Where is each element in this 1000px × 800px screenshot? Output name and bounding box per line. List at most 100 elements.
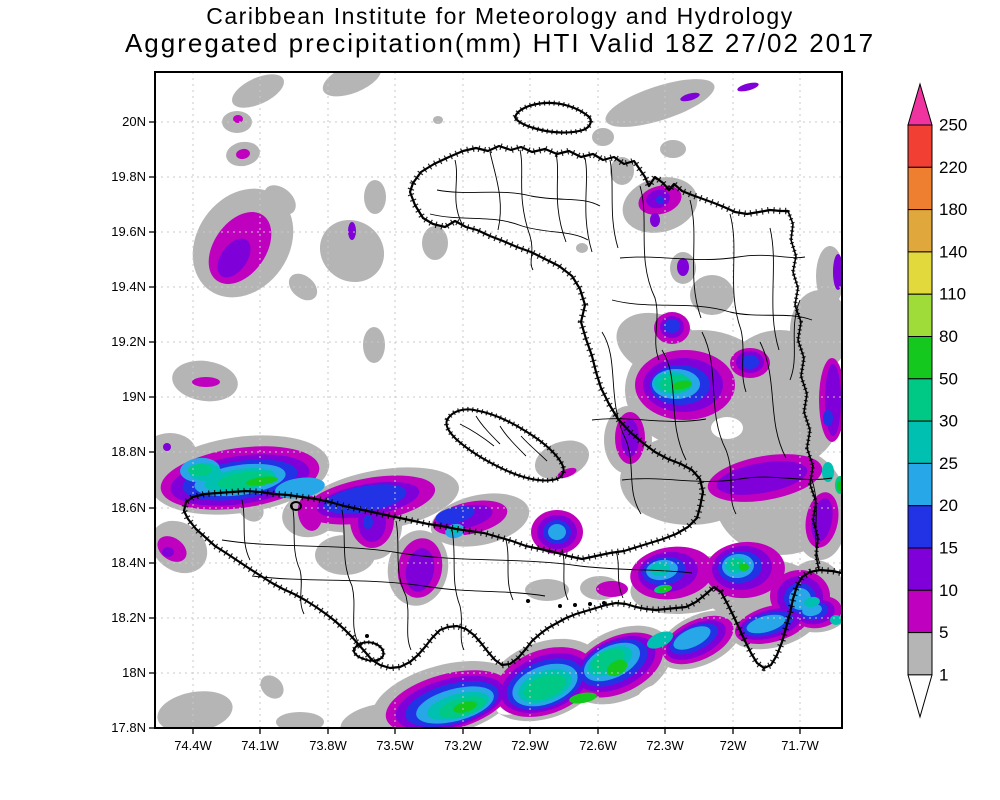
precip-blob-level-15 — [664, 319, 680, 333]
colorbar-label: 250 — [939, 116, 967, 135]
boundary-line — [519, 149, 534, 271]
colorbar-arrow-bottom — [907, 674, 933, 719]
precip-blob-level-50 — [569, 692, 597, 704]
precip-blob-level-50 — [837, 481, 842, 491]
precip-blob-level-50 — [453, 701, 477, 713]
boundary-line — [729, 213, 747, 393]
lat-label: 19.2N — [111, 334, 146, 349]
colorbar-segment — [907, 209, 933, 253]
precip-blob-level-1 — [364, 180, 386, 214]
precip-blob-level-10 — [716, 461, 808, 495]
boundary-line — [451, 529, 465, 651]
colorbar-label: 5 — [939, 623, 948, 642]
colorbar-segment — [907, 505, 933, 549]
colorbar-label: 220 — [939, 158, 967, 177]
boundary-line — [555, 153, 567, 243]
precip-blob-level-1 — [433, 116, 443, 124]
colorbar-segment — [907, 293, 933, 338]
boundary-line — [591, 418, 707, 422]
colorbar-label: 80 — [939, 327, 958, 346]
islet-dot — [573, 603, 577, 607]
colorbar-label: 15 — [939, 539, 958, 558]
precip-blob-level-1 — [363, 327, 385, 363]
precip-blob-level-1 — [288, 273, 318, 301]
coastline-hatching — [351, 640, 386, 663]
islet-dot — [558, 604, 562, 608]
colorbar-segment — [907, 589, 933, 634]
lat-label: 19N — [122, 389, 146, 404]
boundary-line — [241, 499, 251, 561]
lat-label: 18.8N — [111, 444, 146, 459]
boundary-line — [520, 435, 548, 462]
colorbar-segment — [907, 420, 933, 464]
boundary-line — [584, 157, 593, 253]
precip-blob-level-10 — [163, 443, 171, 451]
precip-blob-level-20 — [548, 524, 566, 540]
colorbar-label: 180 — [939, 200, 967, 219]
islet-dot — [602, 601, 606, 605]
precip-blob-level-10 — [680, 92, 700, 102]
precip-blob-level-1 — [660, 140, 686, 158]
precip-blob-level-50 — [739, 563, 749, 571]
colorbar-label: 25 — [939, 454, 958, 473]
boundary-line — [601, 331, 642, 515]
colorbar-segment — [907, 251, 933, 295]
precip-blob-level-20 — [275, 477, 325, 499]
lat-label: 19.8N — [111, 169, 146, 184]
precip-blob-level-1 — [232, 74, 284, 108]
precip-blob-level-25 — [830, 615, 842, 625]
precip-blob-level-10 — [405, 548, 435, 592]
islet-dot — [365, 634, 369, 638]
lon-label: 72.3W — [646, 738, 684, 753]
precip-blob-level-10 — [833, 254, 842, 290]
boundary-line — [436, 189, 601, 207]
precip-blob-level-20 — [802, 603, 822, 617]
boundary-line — [291, 504, 305, 615]
boundary-line — [639, 185, 660, 361]
precip-blob-level-1 — [319, 219, 385, 283]
precip-blob-level-15 — [823, 410, 833, 426]
colorbar-label: 110 — [939, 285, 966, 304]
precip-blob-level-25 — [804, 596, 820, 608]
boundary-line — [221, 539, 693, 574]
coastline-hatching — [512, 100, 594, 135]
boundary-line — [561, 548, 569, 601]
precip-blob-level-15 — [741, 355, 759, 369]
boundary-line — [341, 509, 358, 641]
lon-label: 73.8W — [309, 738, 347, 753]
boundary-line — [505, 539, 514, 601]
lon-label: 72.9W — [511, 738, 549, 753]
lat-label: 19.4N — [111, 279, 146, 294]
boundary-line — [251, 575, 546, 597]
precip-blob-level-10 — [217, 238, 251, 278]
precip-blob-level-1 — [276, 712, 324, 728]
precip-blob-level-50 — [672, 380, 692, 390]
precip-blob-level-30 — [188, 464, 212, 476]
precip-blob-level-5 — [596, 581, 628, 597]
lat-label: 18N — [122, 665, 146, 680]
precip-blob-level-15 — [656, 196, 664, 204]
colorbar-label: 1 — [939, 665, 948, 684]
precip-blob-level-5 — [233, 115, 243, 123]
precip-blob-level-15 — [363, 515, 373, 529]
boundary-line — [689, 199, 702, 319]
precip-blob-level-10 — [348, 222, 356, 240]
boundary-line — [395, 520, 412, 651]
lon-label: 73.2W — [444, 738, 482, 753]
boundary-line — [459, 423, 495, 447]
lon-label: 72.6W — [579, 738, 617, 753]
precip-blob-level-1 — [576, 243, 588, 253]
precip-blob-level-50 — [246, 476, 278, 486]
lat-label: 18.6N — [111, 500, 146, 515]
colorbar-arrow-top — [907, 82, 933, 126]
colorbar-label: 140 — [939, 242, 967, 261]
boundary-line — [619, 254, 806, 261]
lat-label: 18.2N — [111, 610, 146, 625]
islet-dot — [526, 599, 530, 603]
boundary-line — [475, 415, 501, 445]
precip-blob-level-1 — [605, 79, 715, 127]
precip-blob-level-30 — [523, 674, 567, 700]
precip-blob-level-1 — [790, 290, 842, 370]
precip-blob-level-10 — [162, 547, 174, 557]
boundary-line — [759, 341, 787, 459]
